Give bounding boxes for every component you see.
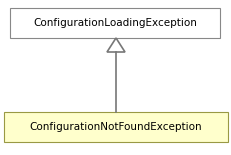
- Text: ConfigurationNotFoundException: ConfigurationNotFoundException: [30, 122, 201, 132]
- Bar: [10, 8, 219, 38]
- Text: ConfigurationLoadingException: ConfigurationLoadingException: [33, 18, 196, 28]
- Bar: [4, 112, 227, 142]
